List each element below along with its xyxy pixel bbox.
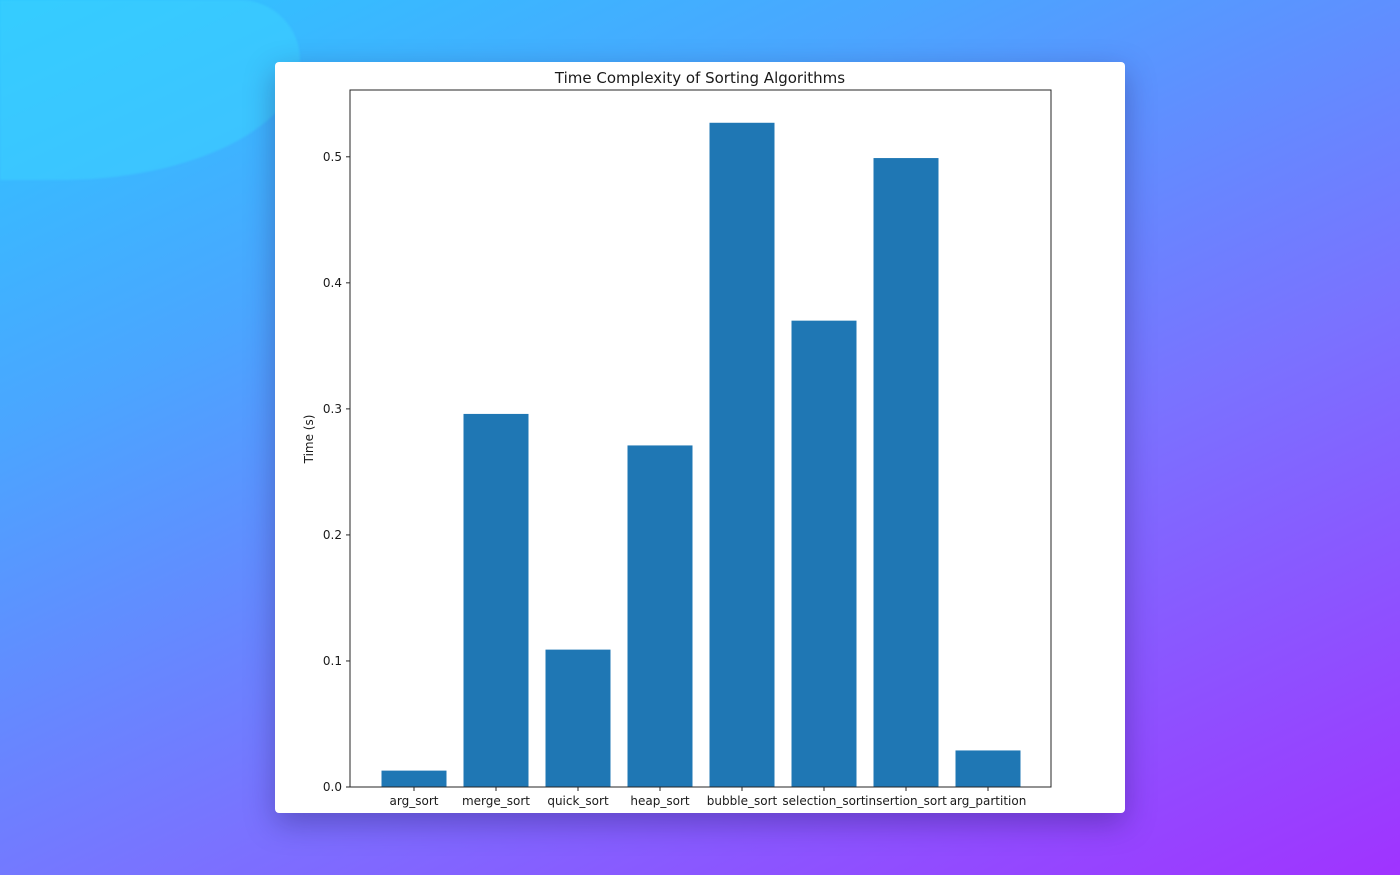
x-tick-label: insertion_sort	[865, 794, 947, 808]
y-tick-label: 0.1	[323, 654, 342, 668]
bar-quick_sort	[545, 649, 611, 787]
y-tick-label: 0.2	[323, 528, 342, 542]
x-tick-label: bubble_sort	[707, 794, 778, 808]
bar-arg_partition	[955, 750, 1021, 787]
bar-merge_sort	[463, 413, 529, 787]
bar-heap_sort	[627, 445, 693, 787]
x-tick-label: arg_sort	[390, 794, 439, 808]
bar-selection_sort	[791, 320, 857, 787]
chart-card: Time Complexity of Sorting Algorithms 0.…	[275, 62, 1125, 813]
x-tick-label: heap_sort	[630, 794, 689, 808]
y-axis-ticks: 0.0 0.1 0.2 0.3 0.4 0.5	[323, 150, 350, 794]
x-tick-label: selection_sort	[782, 794, 865, 808]
bar-arg_sort	[381, 770, 447, 787]
y-tick-label: 0.3	[323, 402, 342, 416]
y-axis-label: Time (s)	[302, 415, 316, 465]
bars-group	[381, 122, 1021, 788]
x-tick-label: merge_sort	[462, 794, 530, 808]
bar-chart: Time Complexity of Sorting Algorithms 0.…	[302, 69, 1052, 808]
chart-title: Time Complexity of Sorting Algorithms	[554, 69, 845, 87]
x-tick-label: arg_partition	[950, 794, 1027, 808]
x-axis-ticks: arg_sort merge_sort quick_sort heap_sort bub…	[390, 787, 1027, 808]
y-tick-label: 0.4	[323, 276, 342, 290]
y-tick-label: 0.0	[323, 780, 342, 794]
y-tick-label: 0.5	[323, 150, 342, 164]
x-tick-label: quick_sort	[547, 794, 609, 808]
bar-bubble_sort	[709, 122, 775, 788]
background-blob	[0, 0, 300, 180]
bar-insertion_sort	[873, 158, 939, 787]
plot-frame	[349, 89, 1052, 788]
